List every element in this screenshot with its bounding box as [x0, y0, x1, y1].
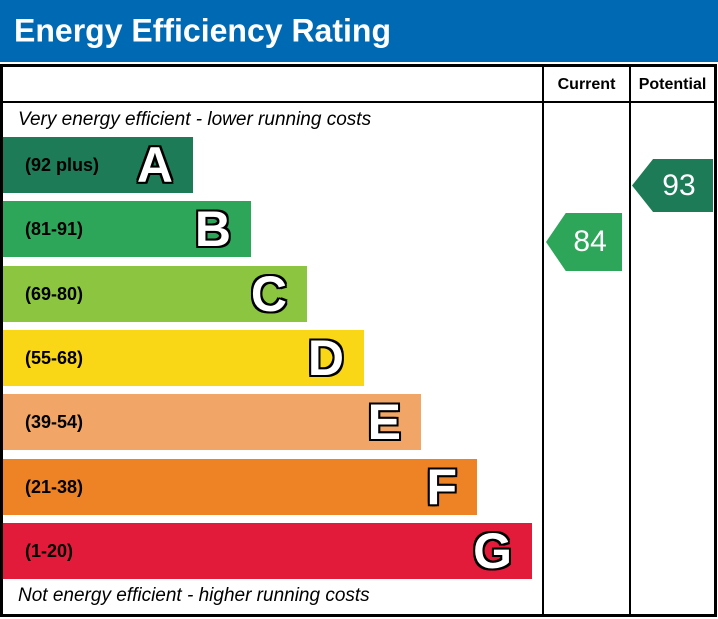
rating-table: Current Potential Very energy efficient …: [0, 64, 717, 617]
band-letter: C: [250, 266, 287, 322]
column-header-row: Current Potential: [3, 67, 714, 103]
potential-rating-value: 93: [662, 168, 696, 202]
band-letter: G: [473, 523, 512, 579]
band-letter: E: [367, 394, 401, 450]
current-column-divider: [542, 67, 544, 614]
chart-title-bar: Energy Efficiency Rating: [0, 0, 718, 62]
band-f: (21-38) F: [3, 459, 477, 515]
band-range-label: (92 plus): [25, 154, 100, 175]
potential-column-divider: [629, 67, 631, 614]
current-column-header: Current: [557, 76, 616, 93]
band-c: (69-80) C: [3, 266, 307, 322]
band-letter: D: [307, 330, 344, 386]
band-range-label: (55-68): [25, 347, 84, 368]
band-range-label: (21-38): [25, 476, 84, 497]
band-letter: A: [136, 137, 173, 193]
bottom-note: Not energy efficient - higher running co…: [18, 585, 370, 606]
band-range-label: (81-91): [25, 218, 84, 239]
band-a: (92 plus) A: [3, 137, 193, 193]
band-e: (39-54) E: [3, 394, 421, 450]
top-note: Very energy efficient - lower running co…: [18, 109, 372, 130]
band-range-label: (39-54): [25, 411, 84, 432]
band-d: (55-68) D: [3, 330, 364, 386]
current-rating-value: 84: [573, 225, 607, 258]
potential-column-header: Potential: [638, 76, 707, 93]
band-range-label: (1-20): [25, 540, 74, 561]
band-letter: F: [426, 459, 457, 515]
band-letter: B: [194, 201, 231, 257]
band-g: (1-20) G: [3, 523, 532, 579]
rating-bands: (92 plus) A (81-91) B (69-80) C (55-68) D (39-54…: [3, 67, 714, 614]
band-range-label: (69-80): [25, 283, 84, 304]
chart-title: Energy Efficiency Rating: [14, 12, 391, 49]
band-b: (81-91) B: [3, 201, 251, 257]
